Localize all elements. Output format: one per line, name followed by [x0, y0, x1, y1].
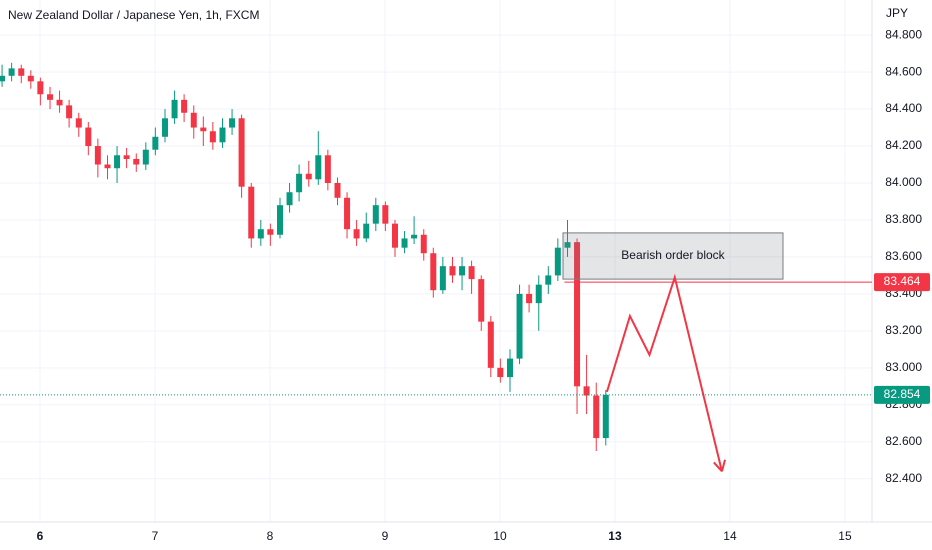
candle-body	[526, 293, 533, 304]
candle-body	[257, 229, 264, 239]
x-tick-label: 7	[152, 529, 159, 543]
price-label: 82.854	[884, 387, 921, 401]
candle-body	[296, 173, 303, 193]
candle-body	[363, 223, 370, 239]
x-tick-label: 9	[382, 529, 389, 543]
candle-body	[324, 155, 331, 183]
candle-body	[305, 173, 312, 180]
y-tick-label: 84.600	[885, 64, 922, 78]
price-label-box	[874, 385, 930, 404]
price-label: 83.464	[884, 274, 921, 288]
candle-body	[104, 164, 111, 169]
candle-body	[200, 127, 207, 132]
x-tick-label: 14	[723, 529, 737, 543]
candle-body	[315, 155, 322, 180]
candle-body	[392, 223, 399, 248]
y-tick-label: 82.600	[885, 434, 922, 448]
candle-body	[506, 358, 513, 378]
projection-arrowhead	[713, 461, 723, 473]
candle-body	[574, 242, 581, 387]
candle-body	[238, 118, 245, 187]
y-tick-label: 83.800	[885, 212, 922, 226]
candle-body	[593, 395, 600, 439]
y-tick-label: 83.200	[885, 323, 922, 337]
candle-body	[382, 205, 389, 224]
candle-body	[171, 99, 178, 119]
candle-body	[142, 149, 149, 165]
candle-body	[37, 81, 44, 95]
candle-body	[344, 197, 351, 230]
candle-body	[18, 68, 25, 76]
y-tick-label: 83.600	[885, 249, 922, 263]
candle-body	[468, 266, 475, 280]
candle-body	[123, 155, 130, 159]
y-tick-label: 82.400	[885, 471, 922, 485]
y-tick-label: 84.000	[885, 175, 922, 189]
candle-body	[248, 186, 255, 239]
candle-body	[66, 105, 73, 119]
x-tick-label: 8	[267, 529, 274, 543]
x-tick-label: 6	[37, 529, 44, 543]
projection-arrowhead	[720, 459, 727, 472]
candle-body	[602, 394, 609, 439]
candle-body	[94, 146, 101, 165]
candle-body	[209, 131, 216, 143]
candle-body	[152, 136, 159, 150]
projection-path	[605, 273, 723, 472]
candle-body	[420, 234, 427, 254]
candle-body	[181, 99, 188, 113]
candle-body	[85, 127, 92, 147]
candle-body	[75, 118, 82, 128]
candle-body	[497, 367, 504, 378]
candle-body	[554, 247, 561, 276]
candle-body	[430, 253, 437, 291]
y-tick-label: 84.800	[885, 27, 922, 41]
candle-body	[133, 158, 140, 165]
candle-body	[411, 234, 418, 239]
candle-body	[535, 284, 542, 304]
candle-body	[583, 386, 590, 396]
candle-body	[190, 112, 197, 128]
order-block	[562, 232, 784, 280]
y-axis-label: JPY	[886, 6, 908, 20]
candle-body	[286, 192, 293, 206]
candle-body	[27, 75, 34, 82]
candle-body	[401, 238, 408, 248]
candle-body	[162, 118, 169, 137]
candle-body	[334, 182, 341, 198]
chart-title: New Zealand Dollar / Japanese Yen, 1h, F…	[8, 8, 259, 22]
candle-body	[114, 155, 121, 169]
order-block-label: Bearish order block	[621, 248, 725, 262]
candle-body	[277, 205, 284, 235]
candle-body	[545, 275, 552, 285]
x-tick-label: 13	[608, 529, 622, 543]
candle-body	[449, 266, 456, 276]
candle-body	[487, 321, 494, 368]
candle-body	[372, 205, 379, 224]
price-label-box	[874, 273, 930, 292]
candle-body	[56, 99, 63, 106]
candle-body	[8, 68, 15, 76]
candle-body	[229, 118, 236, 128]
candle-body	[564, 242, 571, 248]
y-tick-label: 84.400	[885, 101, 922, 115]
candle-body	[219, 127, 226, 143]
candle-body	[439, 266, 446, 291]
candle-body	[0, 75, 6, 82]
y-tick-label: 84.200	[885, 138, 922, 152]
candle-body	[478, 279, 485, 322]
candle-body	[459, 266, 466, 276]
candle-body	[353, 229, 360, 239]
candle-body	[267, 229, 274, 235]
candle-body	[516, 293, 523, 359]
y-tick-label: 83.000	[885, 360, 922, 374]
candle-body	[47, 94, 54, 100]
x-tick-label: 10	[493, 529, 507, 543]
x-tick-label: 15	[838, 529, 852, 543]
